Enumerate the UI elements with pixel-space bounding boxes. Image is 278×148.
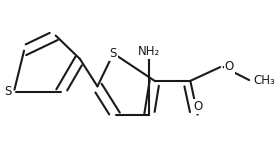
Text: O: O <box>225 60 234 73</box>
Text: O: O <box>193 100 203 113</box>
Text: NH₂: NH₂ <box>138 45 160 58</box>
Text: CH₃: CH₃ <box>254 74 275 87</box>
Text: S: S <box>110 47 117 60</box>
Text: S: S <box>4 85 11 98</box>
